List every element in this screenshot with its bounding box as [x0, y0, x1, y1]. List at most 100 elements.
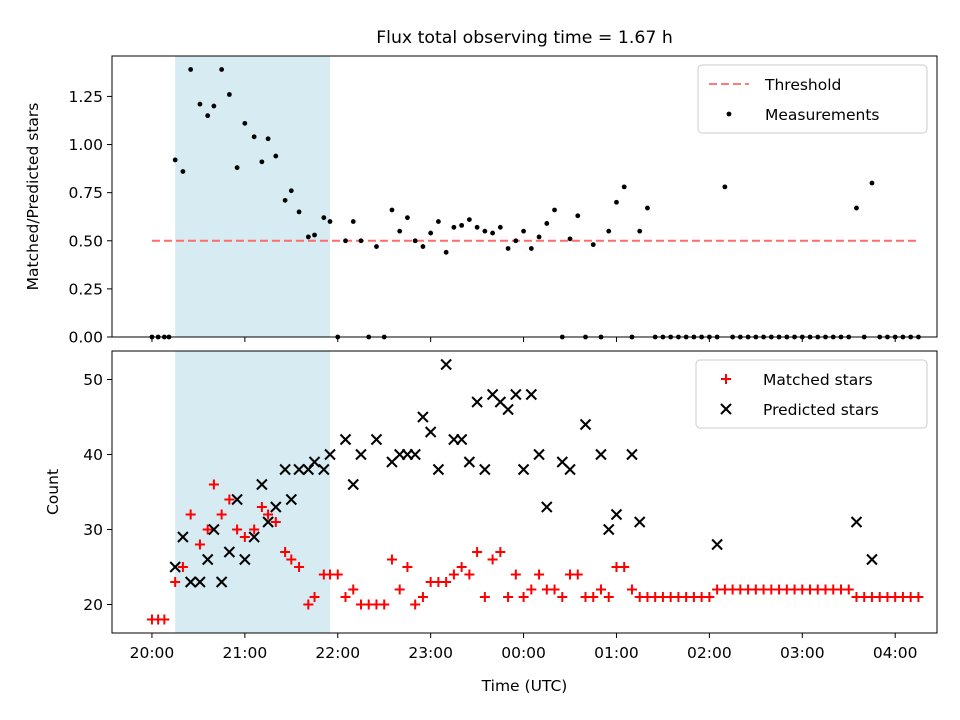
matched-star-point	[534, 569, 545, 580]
measurement-point	[251, 134, 257, 140]
top-y-tick-label: 0.75	[68, 184, 103, 202]
matched-star-point	[309, 592, 320, 602]
measurement-point	[327, 219, 333, 224]
measurement-point	[282, 197, 288, 203]
predicted-star-point	[595, 448, 607, 461]
top-legend-box	[697, 64, 928, 134]
measurement-point	[645, 205, 650, 211]
measurement-point	[722, 184, 728, 190]
predicted-star-point	[285, 493, 298, 506]
measurement-point	[321, 215, 327, 221]
predicted-legend-marker	[720, 403, 732, 415]
measurement-point	[497, 224, 503, 230]
predicted-star-point	[231, 493, 243, 506]
predicted-legend-label: Predicted stars	[763, 401, 879, 419]
predicted-star-point	[279, 463, 291, 476]
measurement-point	[305, 234, 311, 240]
measurement-point	[513, 238, 519, 244]
matched-star-point	[503, 592, 514, 602]
predicted-star-point	[610, 508, 623, 521]
matched-star-point	[603, 592, 614, 602]
measurement-point	[466, 217, 472, 222]
matched-star-point	[177, 562, 188, 572]
measurement-point	[567, 236, 573, 242]
matched-star-point	[170, 577, 181, 587]
predicted-star-point	[370, 433, 383, 446]
matched-legend-label: Matched stars	[763, 371, 873, 389]
measurement-point	[172, 157, 178, 163]
predicted-star-point	[184, 576, 197, 588]
predicted-star-point	[579, 418, 592, 431]
measurement-point	[521, 228, 526, 234]
measurement-point	[482, 228, 488, 234]
measurement-point	[197, 101, 203, 107]
bottom-shaded-interval	[175, 351, 331, 633]
predicted-star-point	[417, 411, 429, 423]
top-y-tick-label: 1.00	[68, 136, 103, 154]
x-tick-label: 04:00	[873, 644, 918, 662]
measurement-point	[428, 230, 434, 236]
matched-star-point	[239, 532, 250, 542]
matched-legend-marker	[721, 374, 731, 384]
bottom-y-axis-label: Count	[44, 469, 62, 515]
measurement-point	[536, 234, 542, 240]
matched-star-point	[332, 569, 343, 580]
top-y-tick-label: 0.25	[68, 280, 103, 298]
measurement-point	[451, 224, 457, 230]
measurement-point	[211, 103, 217, 109]
matched-star-point	[588, 592, 599, 602]
measurement-point	[420, 244, 426, 249]
matched-star-point	[202, 524, 213, 535]
measurement-point	[350, 219, 356, 224]
predicted-star-point	[564, 463, 576, 476]
measurement-point	[219, 67, 225, 72]
matched-star-point	[379, 599, 390, 610]
measurement-point	[180, 169, 186, 174]
top-y-tick-label: 0.00	[68, 329, 103, 347]
measurement-point	[544, 221, 550, 226]
predicted-star-point	[223, 546, 236, 558]
predicted-star-point	[424, 426, 437, 438]
matched-star-point	[294, 562, 305, 572]
measurements-legend-label: Measurements	[765, 106, 880, 124]
predicted-star-point	[308, 456, 321, 468]
measurement-point	[389, 207, 395, 213]
predicted-star-point	[502, 403, 514, 416]
top-y-tick-label: 0.50	[68, 232, 103, 250]
top-shaded-interval	[175, 56, 331, 337]
matched-star-point	[843, 584, 854, 595]
measurements-legend-marker	[726, 111, 732, 117]
matched-star-point	[410, 599, 421, 610]
predicted-star-point	[215, 576, 228, 588]
matched-star-point	[417, 592, 428, 602]
predicted-star-point	[293, 463, 305, 476]
measurement-point	[575, 213, 581, 219]
measurement-point	[343, 238, 348, 244]
measurement-point	[397, 228, 403, 234]
measurement-point	[637, 228, 643, 234]
measurement-point	[188, 67, 194, 72]
matched-star-point	[224, 494, 235, 505]
predicted-star-point	[510, 388, 522, 401]
matched-star-point	[479, 592, 490, 602]
matched-star-point	[487, 554, 498, 565]
matched-star-point	[913, 592, 924, 602]
matched-star-point	[619, 562, 630, 572]
predicted-star-point	[194, 576, 206, 588]
measurement-point	[869, 180, 875, 186]
measurement-point	[621, 184, 627, 190]
matched-star-point	[216, 509, 227, 520]
predicted-star-point	[409, 448, 421, 461]
measurement-point	[358, 238, 364, 244]
matched-star-point	[348, 584, 359, 595]
matched-star-point	[286, 554, 297, 565]
x-tick-label: 03:00	[780, 644, 825, 662]
top-plot: Flux total observing time = 1.67 h Match…	[24, 28, 938, 347]
matched-star-point	[595, 584, 606, 595]
bottom-legend: Matched stars Predicted stars	[695, 359, 928, 429]
predicted-star-point	[455, 433, 468, 446]
predicted-star-point	[603, 523, 615, 536]
top-plot-frame	[111, 55, 938, 338]
predicted-star-point	[201, 553, 214, 566]
matched-star-point	[256, 502, 267, 512]
